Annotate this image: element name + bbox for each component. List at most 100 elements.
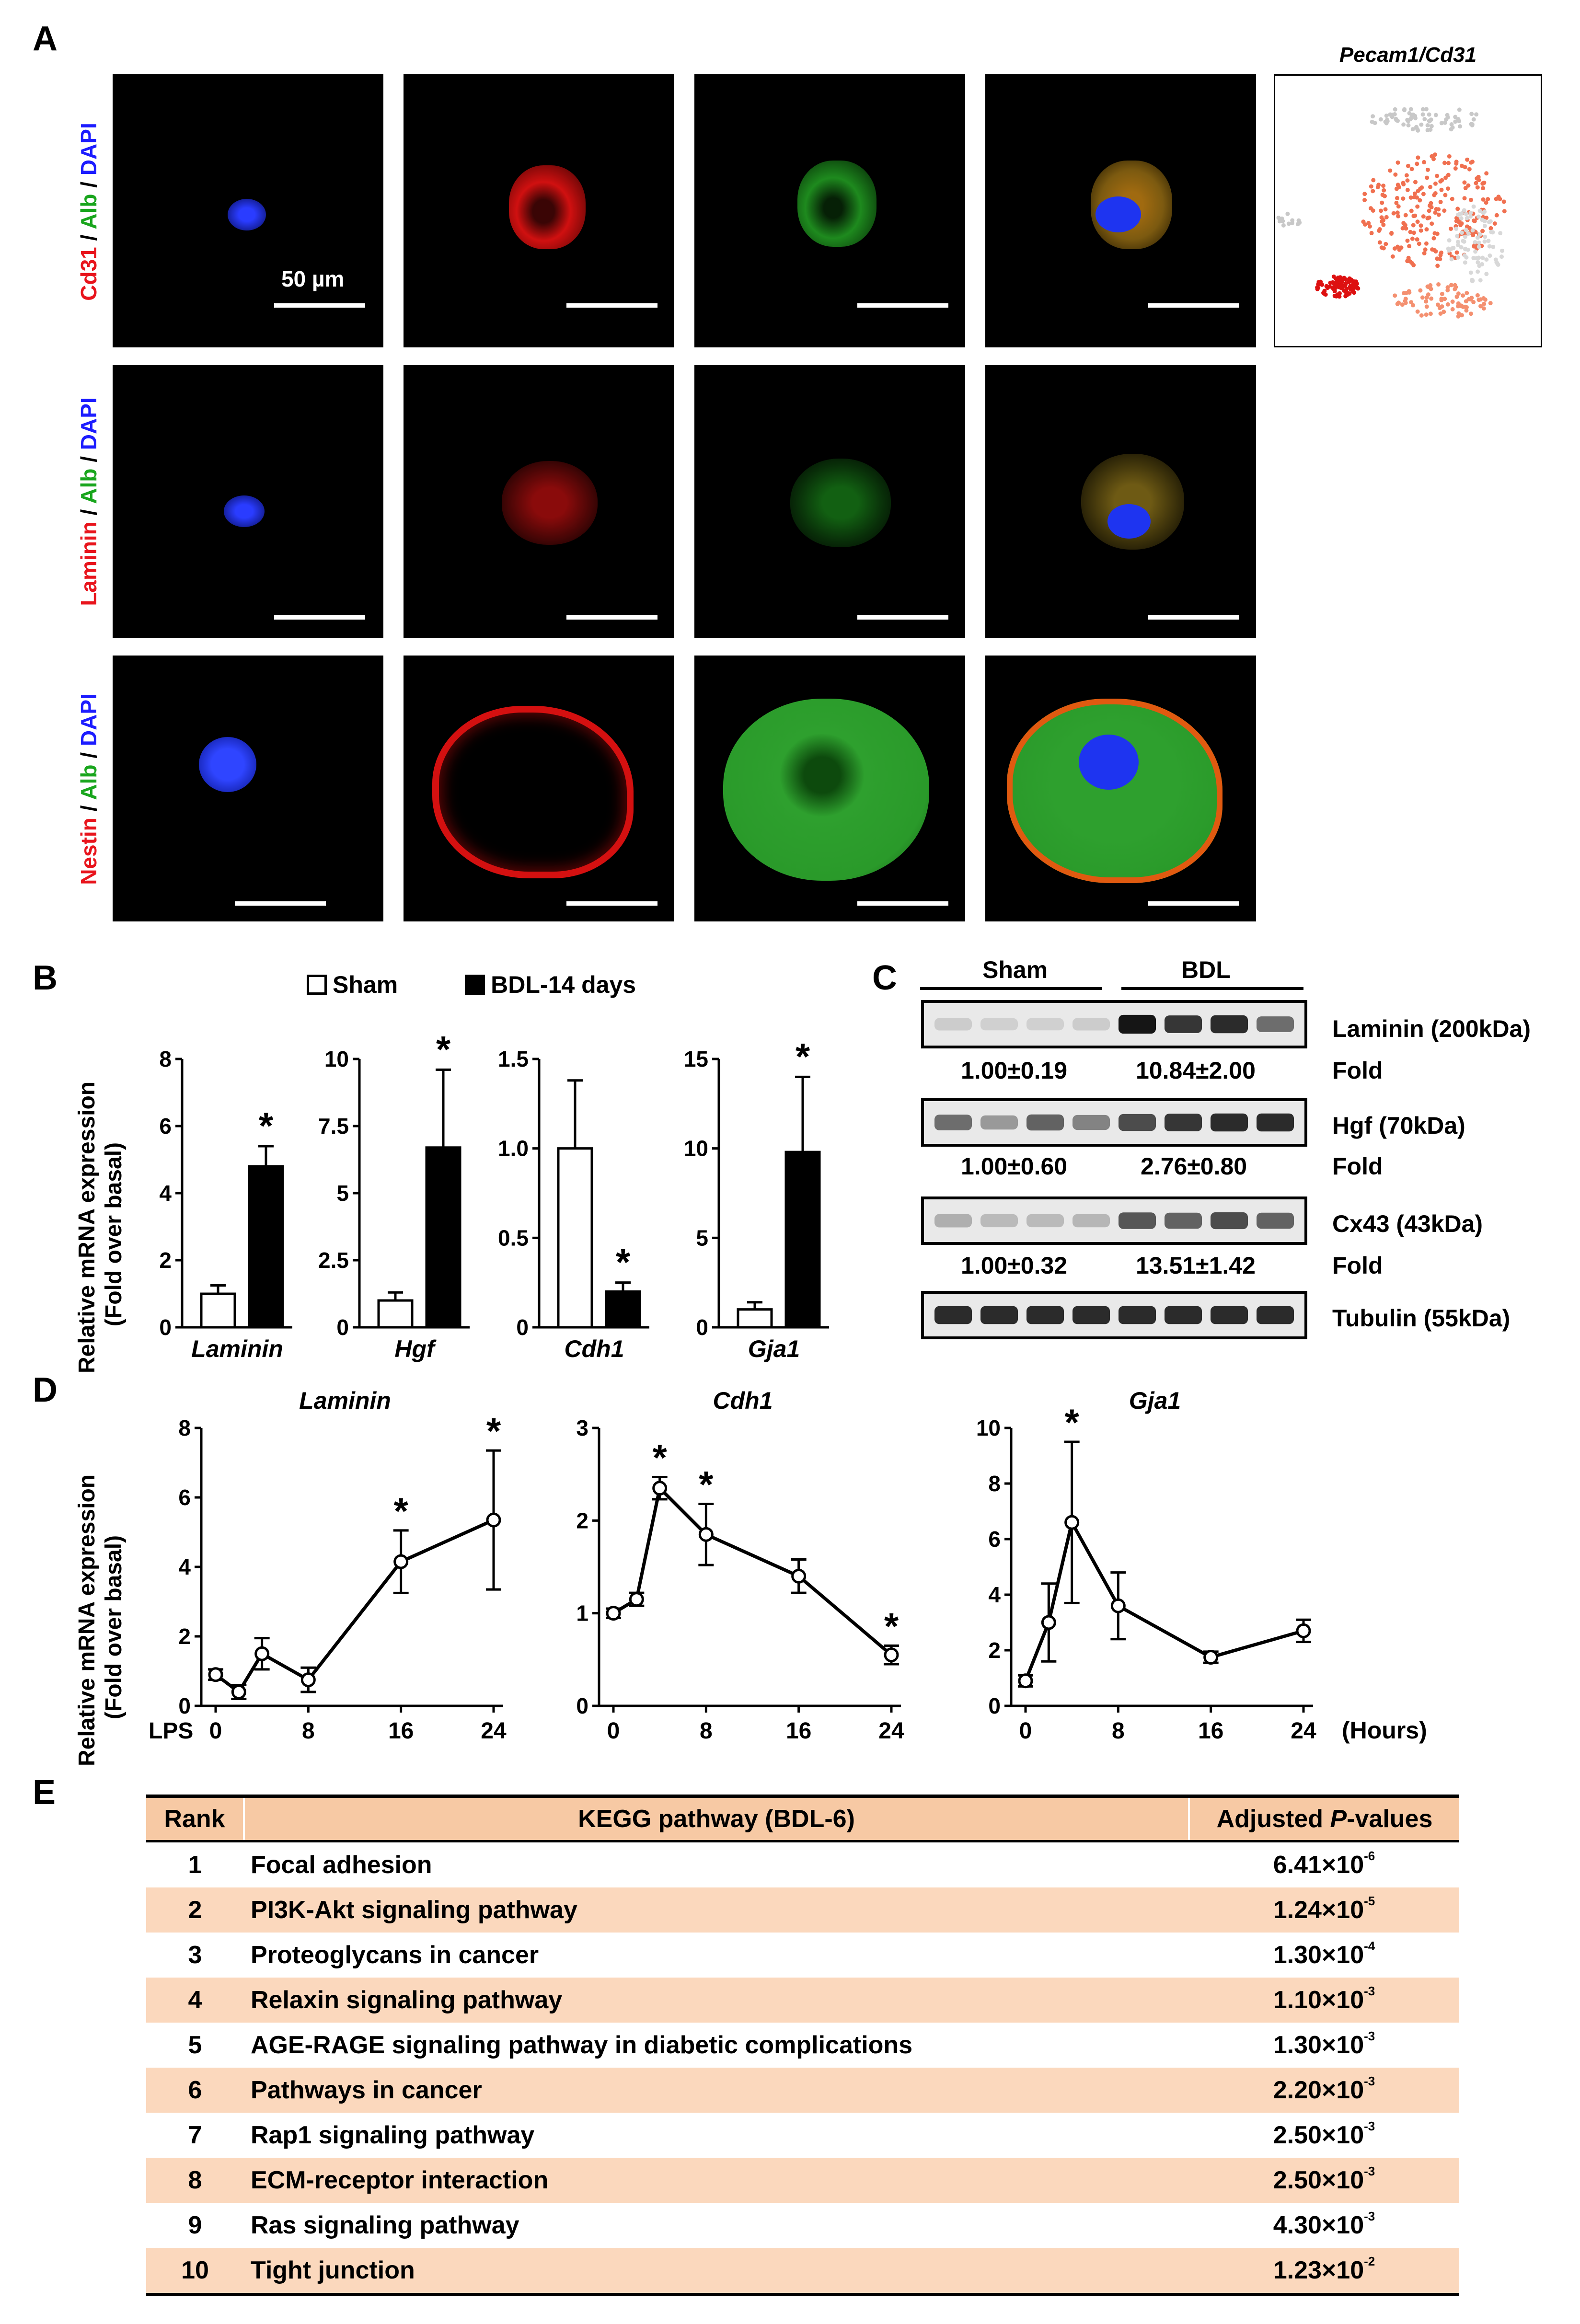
- tsne-point: [1411, 214, 1416, 219]
- y-tick-label: 0: [576, 1693, 588, 1718]
- tsne-point: [1442, 161, 1447, 165]
- tsne-point: [1417, 242, 1421, 246]
- tsne-point: [1430, 221, 1434, 226]
- panel-label-c: C: [872, 959, 897, 997]
- tsne-point: [1388, 112, 1393, 117]
- y-tick-label: 6: [988, 1527, 1001, 1552]
- tsne-point: [1396, 300, 1401, 305]
- blot-band: [1165, 1306, 1202, 1324]
- y-tick-label: 1: [576, 1601, 588, 1626]
- cell-pathway: AGE-RAGE signaling pathway in diabetic c…: [251, 2031, 913, 2059]
- tsne-point: [1435, 256, 1440, 261]
- tsne-point: [1492, 221, 1497, 226]
- cell-rank: 4: [146, 1978, 244, 2023]
- x-tick-label: 16: [1198, 1718, 1223, 1744]
- panel-b-bar-charts: 0 2 4 6 8 * Laminin 0 2.5 5 7.5 10 * Hgf 0 0.5 1.0 1.5 * Cd…: [159, 1028, 829, 1362]
- image-nestin-merge: [985, 656, 1256, 921]
- cell-pathway: ECM-receptor interaction: [244, 2158, 1189, 2203]
- tsne-point: [1446, 246, 1451, 251]
- bar: [784, 1150, 821, 1329]
- x-tick-label: 0: [607, 1718, 620, 1744]
- tsne-point: [1322, 291, 1327, 296]
- y-tick-label: 5: [696, 1225, 708, 1250]
- blot-band: [1211, 1015, 1248, 1034]
- tsne-point: [1456, 291, 1461, 296]
- tsne-point: [1456, 117, 1461, 122]
- data-point: [1203, 1650, 1219, 1665]
- tsne-point: [1440, 178, 1444, 183]
- table-row: 8 ECM-receptor interaction 2.50×10-3: [146, 2158, 1459, 2203]
- row-label-laminin: Laminin / Alb / DAPI: [76, 397, 101, 606]
- tsne-point: [1464, 212, 1468, 217]
- panel-b-legend: Sham BDL-14 days: [307, 968, 636, 1001]
- cell-pathway: Rap1 signaling pathway: [251, 2121, 535, 2149]
- tsne-point: [1484, 216, 1489, 220]
- tsne-point: [1429, 296, 1434, 301]
- tsne-point: [1463, 186, 1468, 191]
- cell-pvalue: 1.30×10-4: [1273, 1939, 1375, 1969]
- tsne-point: [1334, 281, 1339, 286]
- tsne-point: [1338, 275, 1343, 280]
- blot-band: [1073, 1214, 1110, 1228]
- tsne-point: [1427, 208, 1431, 213]
- blot-band: [1119, 1212, 1156, 1229]
- blot-band: [1073, 1306, 1110, 1324]
- tsne-point: [1393, 293, 1397, 298]
- data-point: [698, 1527, 714, 1542]
- tsne-point: [1370, 119, 1374, 124]
- tsne-point: [1394, 117, 1399, 122]
- panel-b-ylabel: Relative mRNA expression (Fold over basal…: [74, 1081, 127, 1373]
- blot-band: [1026, 1214, 1064, 1228]
- x-tick-label: 16: [388, 1718, 414, 1744]
- data-point: [1041, 1615, 1056, 1630]
- tsne-point: [1345, 292, 1349, 297]
- tsne-point: [1457, 107, 1462, 112]
- tsne-point: [1476, 269, 1480, 274]
- blot-strip: [921, 1197, 1307, 1245]
- cell-rank: 10: [146, 2248, 244, 2296]
- blot-strip: [921, 1000, 1307, 1048]
- tsne-point: [1422, 117, 1427, 122]
- tsne-point: [1424, 227, 1429, 232]
- tsne-point: [1482, 239, 1487, 244]
- tsne-point: [1442, 310, 1446, 314]
- tsne-point: [1395, 210, 1400, 215]
- tsne-point: [1484, 257, 1489, 262]
- gene-label: Laminin: [191, 1335, 283, 1362]
- tsne-point: [1480, 229, 1485, 233]
- tsne-point: [1449, 226, 1453, 231]
- tsne-point: [1466, 231, 1471, 236]
- tsne-point: [1410, 127, 1415, 132]
- fold-sham-cx43: 1.00±0.32: [961, 1252, 1068, 1279]
- x-tick-label: 8: [700, 1718, 713, 1744]
- tsne-point: [1435, 264, 1440, 268]
- tsne-point: [1488, 253, 1492, 258]
- data-point: [486, 1512, 501, 1528]
- tsne-point: [1487, 244, 1492, 249]
- y-tick-label: 0: [988, 1693, 1001, 1718]
- y-tick-label: 2: [159, 1248, 172, 1273]
- tsne-point: [1411, 223, 1416, 228]
- table-row: 6 Pathways in cancer 2.20×10-3: [146, 2068, 1459, 2113]
- significance-star: *: [1064, 1401, 1079, 1443]
- tsne-point: [1475, 185, 1480, 190]
- tsne-point: [1369, 184, 1373, 189]
- table-row: 1 Focal adhesion 6.41×10-6: [146, 1841, 1459, 1888]
- tsne-point: [1349, 278, 1353, 283]
- tsne-point: [1407, 290, 1412, 295]
- tsne-point: [1429, 117, 1433, 122]
- cell-rank: 7: [188, 2121, 202, 2149]
- tsne-point: [1486, 239, 1491, 243]
- tsne-point: [1384, 114, 1389, 118]
- tsne-point: [1411, 230, 1416, 235]
- image-cd31-merge: [985, 74, 1256, 347]
- y-tick-label: 3: [576, 1415, 588, 1440]
- header-rank: Rank: [146, 1795, 245, 1842]
- tsne-point: [1499, 254, 1504, 259]
- tsne-point: [1433, 181, 1438, 186]
- data-point: [1064, 1515, 1080, 1530]
- tsne-point: [1443, 175, 1448, 180]
- data-point: [1110, 1598, 1126, 1613]
- tsne-point: [1482, 180, 1487, 185]
- y-tick-label: 4: [178, 1554, 191, 1579]
